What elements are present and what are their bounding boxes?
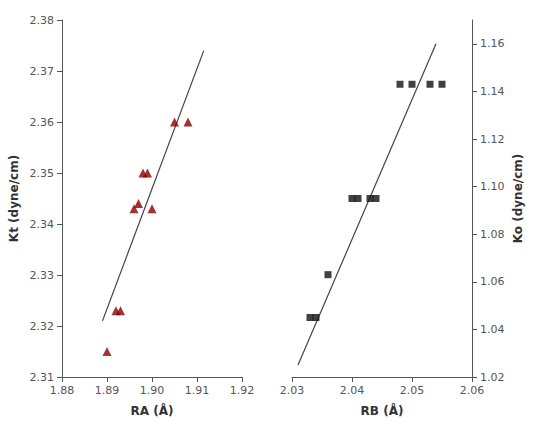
svg-text:2.04: 2.04 xyxy=(340,384,365,397)
svg-text:1.88: 1.88 xyxy=(50,384,75,397)
svg-text:1.10: 1.10 xyxy=(480,180,505,193)
svg-text:2.37: 2.37 xyxy=(30,65,55,78)
svg-text:2.32: 2.32 xyxy=(30,320,55,333)
svg-text:RB (Å): RB (Å) xyxy=(361,403,404,418)
svg-text:2.06: 2.06 xyxy=(460,384,485,397)
svg-text:1.14: 1.14 xyxy=(480,85,505,98)
svg-text:2.34: 2.34 xyxy=(30,218,55,231)
svg-text:Kt (dyne/cm): Kt (dyne/cm) xyxy=(7,155,21,242)
svg-text:1.04: 1.04 xyxy=(480,323,505,336)
svg-text:2.35: 2.35 xyxy=(30,167,55,180)
svg-text:2.38: 2.38 xyxy=(30,14,55,27)
svg-text:1.91: 1.91 xyxy=(185,384,210,397)
svg-text:2.31: 2.31 xyxy=(30,371,55,384)
svg-text:1.90: 1.90 xyxy=(140,384,165,397)
svg-text:1.92: 1.92 xyxy=(230,384,255,397)
svg-text:RA (Å): RA (Å) xyxy=(131,403,174,418)
svg-text:2.05: 2.05 xyxy=(400,384,425,397)
svg-text:2.33: 2.33 xyxy=(30,269,55,282)
svg-text:2.03: 2.03 xyxy=(280,384,305,397)
svg-text:1.02: 1.02 xyxy=(480,371,505,384)
svg-text:1.08: 1.08 xyxy=(480,228,505,241)
svg-text:1.16: 1.16 xyxy=(480,37,505,50)
svg-text:2.36: 2.36 xyxy=(30,116,55,129)
svg-text:1.12: 1.12 xyxy=(480,133,505,146)
svg-text:1.89: 1.89 xyxy=(95,384,120,397)
svg-text:Ko (dyne/cm): Ko (dyne/cm) xyxy=(511,154,525,244)
svg-text:1.06: 1.06 xyxy=(480,275,505,288)
